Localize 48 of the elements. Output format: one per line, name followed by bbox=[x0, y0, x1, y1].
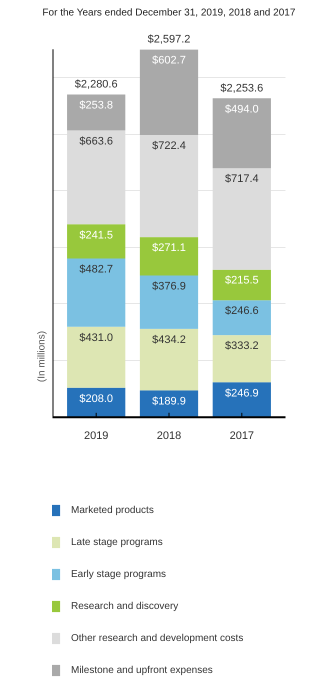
bar bbox=[67, 130, 126, 224]
data-label: $333.2 bbox=[224, 340, 259, 352]
bar bbox=[67, 326, 126, 388]
bar bbox=[67, 94, 126, 130]
data-label: $208.0 bbox=[79, 392, 114, 405]
legend-label: Early stage programs bbox=[71, 568, 166, 580]
legend-label: Research and discovery bbox=[71, 600, 178, 612]
total-label: $2,253.6 bbox=[220, 82, 264, 94]
data-label: $602.7 bbox=[152, 54, 186, 67]
data-label: $482.7 bbox=[79, 263, 114, 276]
bar bbox=[212, 335, 271, 382]
bar bbox=[140, 50, 198, 135]
bar bbox=[212, 168, 271, 270]
data-label: $376.9 bbox=[152, 280, 186, 293]
bar bbox=[140, 134, 198, 238]
data-label: $246.9 bbox=[224, 387, 259, 400]
total-label: $2,280.6 bbox=[74, 78, 118, 90]
data-label: $215.5 bbox=[224, 274, 259, 287]
total-label: $2,597.2 bbox=[148, 34, 190, 46]
data-label: $722.4 bbox=[152, 140, 186, 152]
legend-label: Late stage programs bbox=[71, 536, 163, 548]
bar bbox=[140, 328, 198, 390]
y-axis-title: (In millions) bbox=[36, 330, 48, 382]
data-label: $246.6 bbox=[224, 305, 259, 318]
data-label: $431.0 bbox=[79, 332, 114, 344]
data-label: $494.0 bbox=[224, 103, 259, 116]
data-label: $271.1 bbox=[152, 242, 186, 254]
data-label: $241.5 bbox=[79, 229, 114, 242]
chart-title: For the Years ended December 31, 2019, 2018 and 2017 bbox=[42, 8, 296, 18]
legend-label: Marketed products bbox=[71, 504, 154, 516]
data-label: $253.8 bbox=[79, 99, 114, 112]
x-tick-label: 2017 bbox=[230, 430, 254, 442]
x-tick-label: 2018 bbox=[156, 430, 182, 442]
data-label: $663.6 bbox=[79, 135, 114, 148]
bar bbox=[212, 98, 271, 168]
bar bbox=[140, 276, 198, 329]
bar bbox=[212, 382, 271, 418]
bar bbox=[212, 300, 271, 336]
bar bbox=[212, 270, 271, 300]
bar bbox=[67, 224, 126, 258]
x-tick-label: 2019 bbox=[84, 430, 108, 442]
data-label: $434.2 bbox=[152, 334, 186, 346]
legend-label: Other research and development costs bbox=[71, 632, 244, 644]
legend-label: Milestone and upfront expenses bbox=[71, 664, 213, 676]
data-label: $717.4 bbox=[224, 173, 259, 186]
data-label: $189.9 bbox=[152, 395, 186, 408]
bar bbox=[140, 237, 198, 276]
bar bbox=[67, 258, 126, 327]
